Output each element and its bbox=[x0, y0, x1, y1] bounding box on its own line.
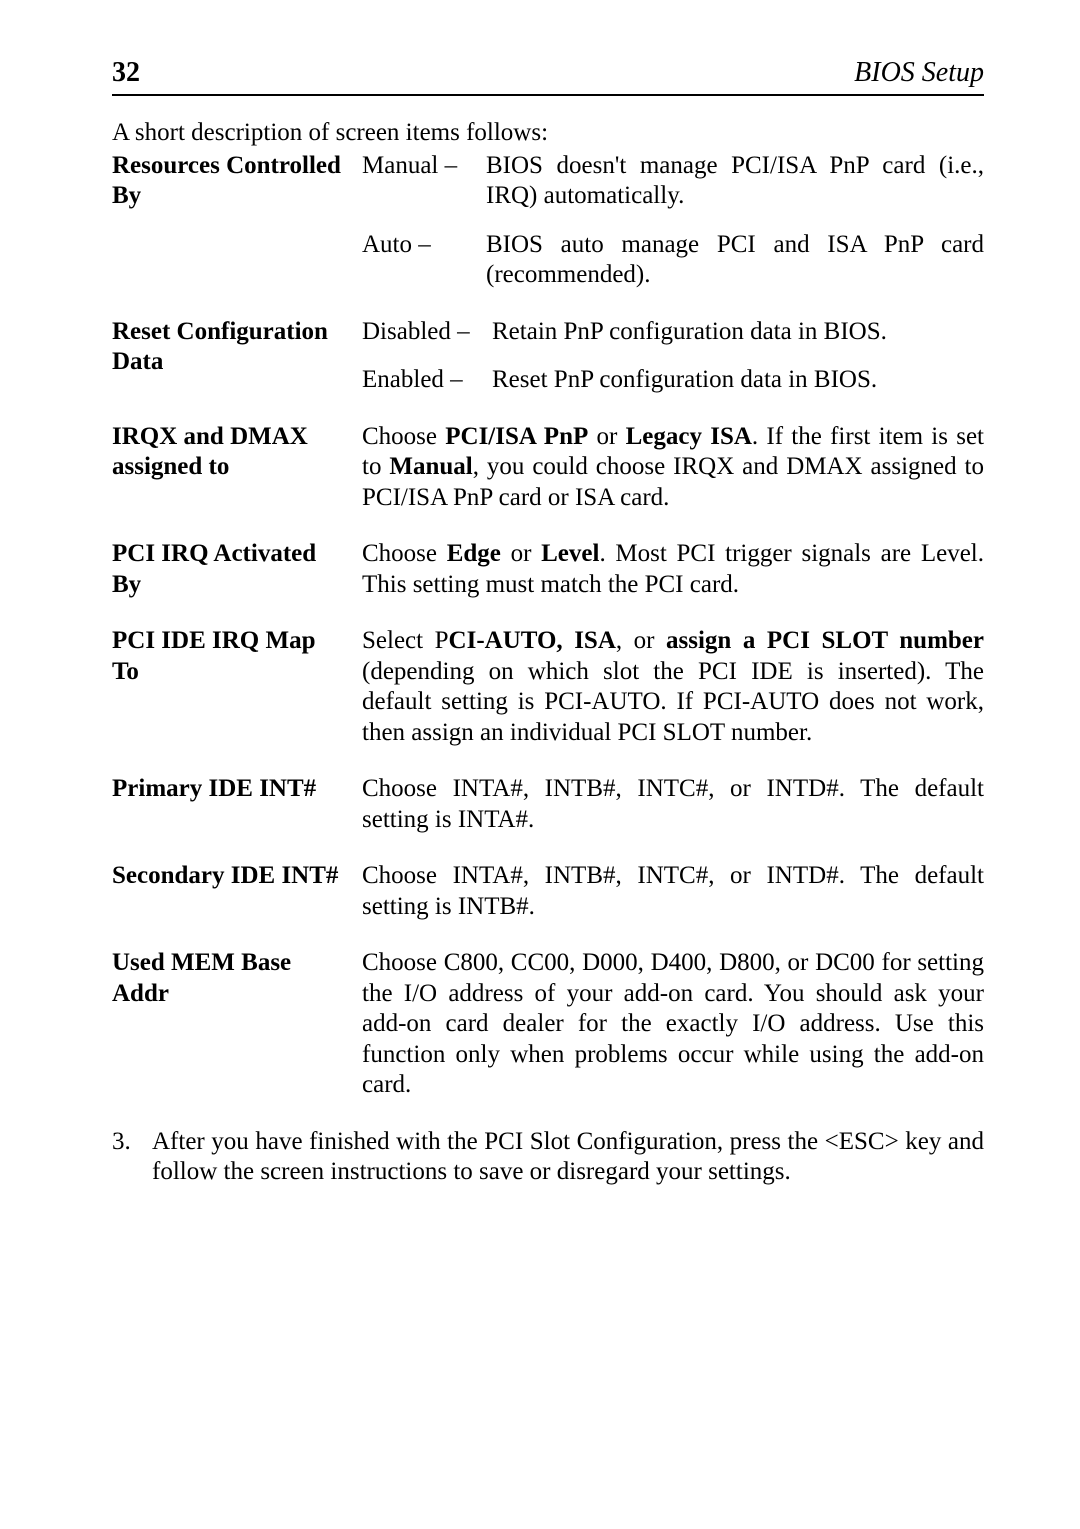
pciide-prefix: Select P bbox=[362, 627, 449, 654]
irqx-prefix: Choose bbox=[362, 423, 445, 450]
primary-label: Primary IDE INT# bbox=[112, 774, 344, 835]
reset-label: Reset Configuration Data bbox=[112, 317, 344, 396]
resources-auto-label: Auto – bbox=[362, 230, 486, 291]
resources-auto-text: BIOS auto manage PCI and ISA PnP card (r… bbox=[486, 230, 984, 291]
pciide-b2: assign a PCI SLOT number bbox=[666, 627, 984, 654]
secondary-label: Secondary IDE INT# bbox=[112, 861, 344, 922]
chapter-title: BIOS Setup bbox=[854, 56, 984, 90]
section-resources: Resources Controlled By Manual – BIOS do… bbox=[112, 151, 984, 291]
resources-manual-text: BIOS doesn't manage PCI/ISA PnP card (i.… bbox=[486, 151, 984, 212]
section-secondary: Secondary IDE INT# Choose INTA#, INTB#, … bbox=[112, 861, 984, 922]
resources-body: Manual – BIOS doesn't manage PCI/ISA PnP… bbox=[362, 151, 984, 291]
reset-enabled-text: Reset PnP configuration data in BIOS. bbox=[492, 365, 984, 396]
pciirq-m1: or bbox=[501, 540, 541, 567]
irqx-b2: Legacy ISA bbox=[626, 423, 752, 450]
usedmem-body: Choose C800, CC00, D000, D400, D800, or … bbox=[362, 948, 984, 1101]
footnote-number: 3. bbox=[112, 1127, 136, 1188]
pciirq-b2: Level bbox=[541, 540, 599, 567]
reset-body: Disabled – Retain PnP configuration data… bbox=[362, 317, 984, 396]
footnote-text: After you have finished with the PCI Slo… bbox=[152, 1127, 984, 1188]
section-primary: Primary IDE INT# Choose INTA#, INTB#, IN… bbox=[112, 774, 984, 835]
pciirq-body: Choose Edge or Level. Most PCI trigger s… bbox=[362, 539, 984, 600]
irqx-body: Choose PCI/ISA PnP or Legacy ISA. If the… bbox=[362, 422, 984, 514]
pciide-body: Select PCI-AUTO, ISA, or assign a PCI SL… bbox=[362, 626, 984, 748]
irqx-label: IRQX and DMAX assigned to bbox=[112, 422, 344, 514]
intro-text: A short description of screen items foll… bbox=[112, 118, 984, 149]
pciirq-b1: Edge bbox=[447, 540, 501, 567]
section-irqx: IRQX and DMAX assigned to Choose PCI/ISA… bbox=[112, 422, 984, 514]
resources-manual-label: Manual – bbox=[362, 151, 486, 212]
irqx-m1: or bbox=[588, 423, 625, 450]
section-usedmem: Used MEM Base Addr Choose C800, CC00, D0… bbox=[112, 948, 984, 1101]
section-reset: Reset Configuration Data Disabled – Reta… bbox=[112, 317, 984, 396]
page-number: 32 bbox=[112, 56, 140, 90]
footnote: 3. After you have finished with the PCI … bbox=[112, 1127, 984, 1188]
resources-label: Resources Controlled By bbox=[112, 151, 344, 291]
section-pciide: PCI IDE IRQ Map To Select PCI-AUTO, ISA,… bbox=[112, 626, 984, 748]
pciirq-prefix: Choose bbox=[362, 540, 447, 567]
reset-disabled-text: Retain PnP configuration data in BIOS. bbox=[492, 317, 984, 348]
pciide-m1: , or bbox=[616, 627, 666, 654]
irqx-b1: PCI/ISA PnP bbox=[445, 423, 588, 450]
irqx-b3: Manual bbox=[389, 453, 472, 480]
pciide-label: PCI IDE IRQ Map To bbox=[112, 626, 344, 748]
pciide-b1: CI-AUTO, ISA bbox=[449, 627, 616, 654]
page-header: 32 BIOS Setup bbox=[112, 56, 984, 96]
section-pciirq: PCI IRQ Activated By Choose Edge or Leve… bbox=[112, 539, 984, 600]
primary-body: Choose INTA#, INTB#, INTC#, or INTD#. Th… bbox=[362, 774, 984, 835]
usedmem-label: Used MEM Base Addr bbox=[112, 948, 344, 1101]
pciirq-label: PCI IRQ Activated By bbox=[112, 539, 344, 600]
reset-enabled-label: Enabled – bbox=[362, 365, 492, 396]
secondary-body: Choose INTA#, INTB#, INTC#, or INTD#. Th… bbox=[362, 861, 984, 922]
pciide-suffix: (depending on which slot the PCI IDE is … bbox=[362, 658, 984, 746]
reset-disabled-label: Disabled – bbox=[362, 317, 492, 348]
